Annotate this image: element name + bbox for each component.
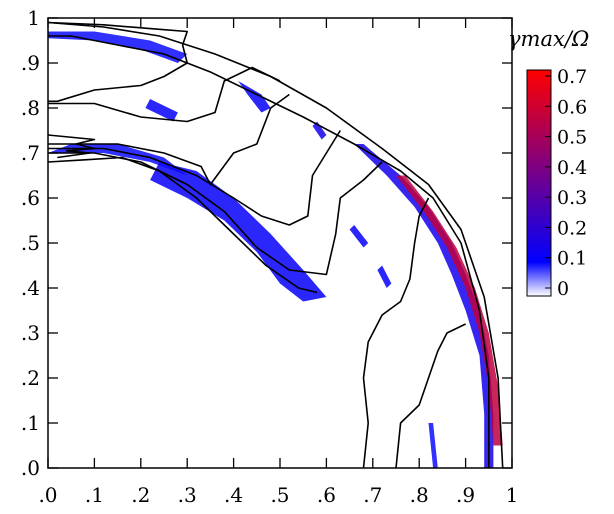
colorbar-gradient <box>527 70 551 296</box>
y-tick-label: .8 <box>21 96 40 120</box>
colormap-patches <box>48 32 503 469</box>
x-tick-label: 1 <box>506 483 519 507</box>
x-tick-label: .6 <box>317 483 336 507</box>
x-tick-label: .7 <box>363 483 382 507</box>
colorbar-tick-label: 0.6 <box>557 96 587 118</box>
colorbar: γmax/Ω 0 0.1 0.2 0.3 0.4 0.5 0.6 0.7 <box>508 27 589 300</box>
x-tick-label: .1 <box>85 483 104 507</box>
x-tick-label: .3 <box>178 483 197 507</box>
contour-line-8 <box>364 198 429 468</box>
y-tick-label: 1 <box>27 6 40 30</box>
y-tick-label: .0 <box>21 456 40 480</box>
colormap-patch-10 <box>429 423 438 468</box>
y-tick-label: .1 <box>21 411 40 435</box>
x-tick-label: .5 <box>270 483 289 507</box>
colorbar-tick-label: 0.5 <box>557 127 587 149</box>
contour-line-9 <box>396 324 466 468</box>
colorbar-tick-label: 0.7 <box>557 66 587 88</box>
y-tick-label: .9 <box>21 51 40 75</box>
colormap-patch-6 <box>238 81 271 113</box>
y-tick-label: .7 <box>21 141 40 165</box>
colorbar-tick-label: 0.3 <box>557 187 587 209</box>
x-tick-label: .0 <box>38 483 57 507</box>
x-tick-label: .9 <box>456 483 475 507</box>
y-tick-label: .4 <box>21 276 40 300</box>
colorbar-tick-label: 0.1 <box>557 248 587 270</box>
x-tick-label: .8 <box>410 483 429 507</box>
colorbar-tick-label: 0 <box>557 278 569 300</box>
colormap-patch-8 <box>350 225 369 248</box>
colormap-patch-7 <box>313 122 327 140</box>
y-tick-label: .5 <box>21 231 40 255</box>
colormap-patch-9 <box>377 266 391 289</box>
y-tick-label: .2 <box>21 366 40 390</box>
x-tick-label: .2 <box>131 483 150 507</box>
y-tick-label: .3 <box>21 321 40 345</box>
colorbar-tick-label: 0.2 <box>557 217 587 239</box>
x-tick-label: .4 <box>224 483 243 507</box>
y-tick-label: .6 <box>21 186 40 210</box>
colorbar-title: γmax/Ω <box>508 27 589 51</box>
colorbar-tick-label: 0.4 <box>557 157 587 179</box>
